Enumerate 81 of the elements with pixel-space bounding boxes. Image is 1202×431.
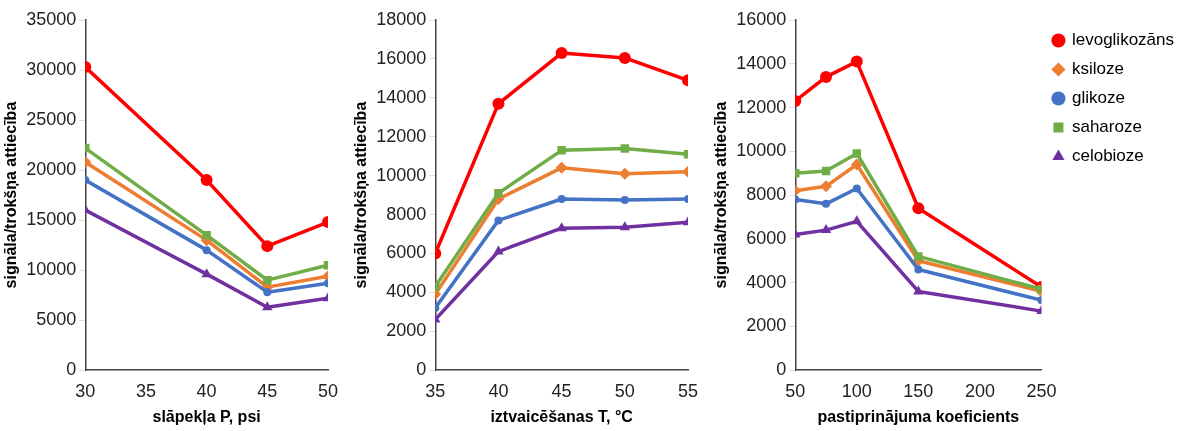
legend-label: ksiloze [1071, 59, 1124, 79]
y-axis-title: signāla/trokšņa attiecība [352, 101, 370, 289]
x-tick-label: 250 [1026, 380, 1057, 401]
y-tick-label: 10000 [26, 259, 77, 280]
point [820, 70, 833, 83]
y-tick-label: 0 [66, 359, 77, 380]
y-tick-label: 16000 [736, 8, 787, 29]
y-tick-label: 10000 [736, 140, 787, 161]
x-tick-label: 50 [317, 380, 339, 401]
point [263, 275, 272, 285]
legend-label: celobioze [1071, 146, 1144, 166]
y-tick-label: 2000 [386, 320, 427, 341]
x-tick-label: 35 [135, 380, 156, 401]
y-tick-label: 0 [416, 359, 427, 380]
point [494, 216, 503, 225]
y-tick-label: 20000 [26, 159, 77, 180]
x-tick-label: 50 [614, 380, 635, 401]
x-tick-label: 50 [785, 380, 806, 401]
point [852, 149, 862, 158]
legend-label: saharoze [1071, 117, 1142, 137]
x-axis-title: pastiprinājuma koeficients [817, 407, 1020, 425]
point [850, 55, 863, 68]
y-tick-label: 16000 [376, 47, 427, 68]
y-tick-label: 4000 [386, 281, 427, 302]
point [820, 224, 832, 234]
x-axis-title: slāpekļa P, psi [152, 407, 261, 425]
point [820, 180, 833, 193]
point [914, 252, 923, 261]
y-tick-label: 5000 [36, 309, 77, 330]
y-tick-label: 18000 [376, 8, 427, 29]
point [556, 222, 567, 232]
point [912, 202, 925, 215]
x-tick-label: 45 [551, 380, 572, 401]
y-tick-label: 30000 [26, 59, 77, 79]
x-tick-label: 40 [488, 380, 509, 401]
y-tick-label: 25000 [26, 109, 77, 130]
y-tick-label: 12000 [736, 96, 787, 117]
y-tick-label: 12000 [376, 125, 427, 146]
point [557, 194, 566, 203]
x-tick-label: 45 [257, 380, 278, 401]
point [202, 246, 211, 255]
y-tick-label: 6000 [386, 242, 427, 263]
x-tick-label: 55 [677, 380, 699, 401]
y-tick-label: 10000 [376, 164, 427, 185]
x-tick-label: 200 [964, 380, 995, 401]
point [493, 245, 504, 255]
point [852, 184, 861, 193]
point [620, 195, 629, 204]
legend-label: levoglikozāns [1071, 30, 1174, 50]
y-tick-label: 8000 [746, 184, 787, 205]
point [557, 146, 566, 155]
x-tick-label: 100 [841, 380, 872, 401]
point [555, 161, 568, 174]
y-tick-label: 35000 [26, 8, 77, 29]
point [620, 144, 630, 153]
point [619, 221, 631, 231]
x-tick-label: 40 [196, 380, 217, 401]
y-tick-label: 8000 [386, 203, 427, 224]
point [914, 265, 923, 274]
y-tick-label: 15000 [26, 209, 77, 230]
y-tick-label: 14000 [376, 86, 427, 107]
legend-label: glikoze [1071, 88, 1125, 108]
x-tick-label: 150 [903, 380, 934, 401]
point [850, 158, 863, 171]
x-axis-title: iztvaicēšanas T, °C [490, 407, 634, 425]
point [822, 199, 831, 208]
y-tick-label: 14000 [736, 52, 787, 73]
point [492, 97, 505, 110]
y-tick-label: 2000 [746, 315, 787, 336]
y-axis-title: signāla/trokšņa attiecība [2, 101, 20, 289]
point [494, 188, 503, 198]
y-tick-label: 4000 [746, 271, 787, 292]
point [202, 230, 211, 240]
x-tick-label: 30 [75, 380, 96, 401]
y-tick-label: 6000 [746, 227, 787, 248]
point [555, 47, 568, 60]
point [618, 51, 631, 64]
x-tick-label: 35 [425, 380, 446, 401]
point [263, 288, 272, 297]
y-axis-title: signāla/trokšņa attiecība [712, 101, 730, 289]
y-tick-label: 0 [776, 359, 787, 380]
